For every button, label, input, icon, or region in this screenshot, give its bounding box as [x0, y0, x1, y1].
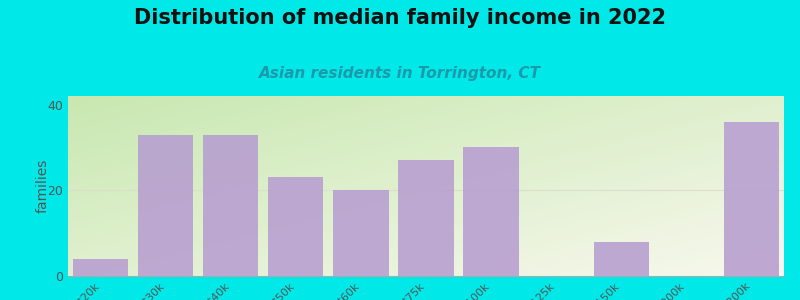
Bar: [203, 135, 258, 276]
Text: Asian residents in Torrington, CT: Asian residents in Torrington, CT: [259, 66, 541, 81]
Bar: [138, 135, 194, 276]
Bar: [724, 122, 779, 276]
Bar: [268, 177, 323, 276]
Text: Distribution of median family income in 2022: Distribution of median family income in …: [134, 8, 666, 28]
Bar: [398, 160, 454, 276]
Bar: [334, 190, 389, 276]
Y-axis label: families: families: [36, 159, 50, 213]
Bar: [463, 147, 518, 276]
Bar: [594, 242, 649, 276]
Bar: [73, 259, 128, 276]
